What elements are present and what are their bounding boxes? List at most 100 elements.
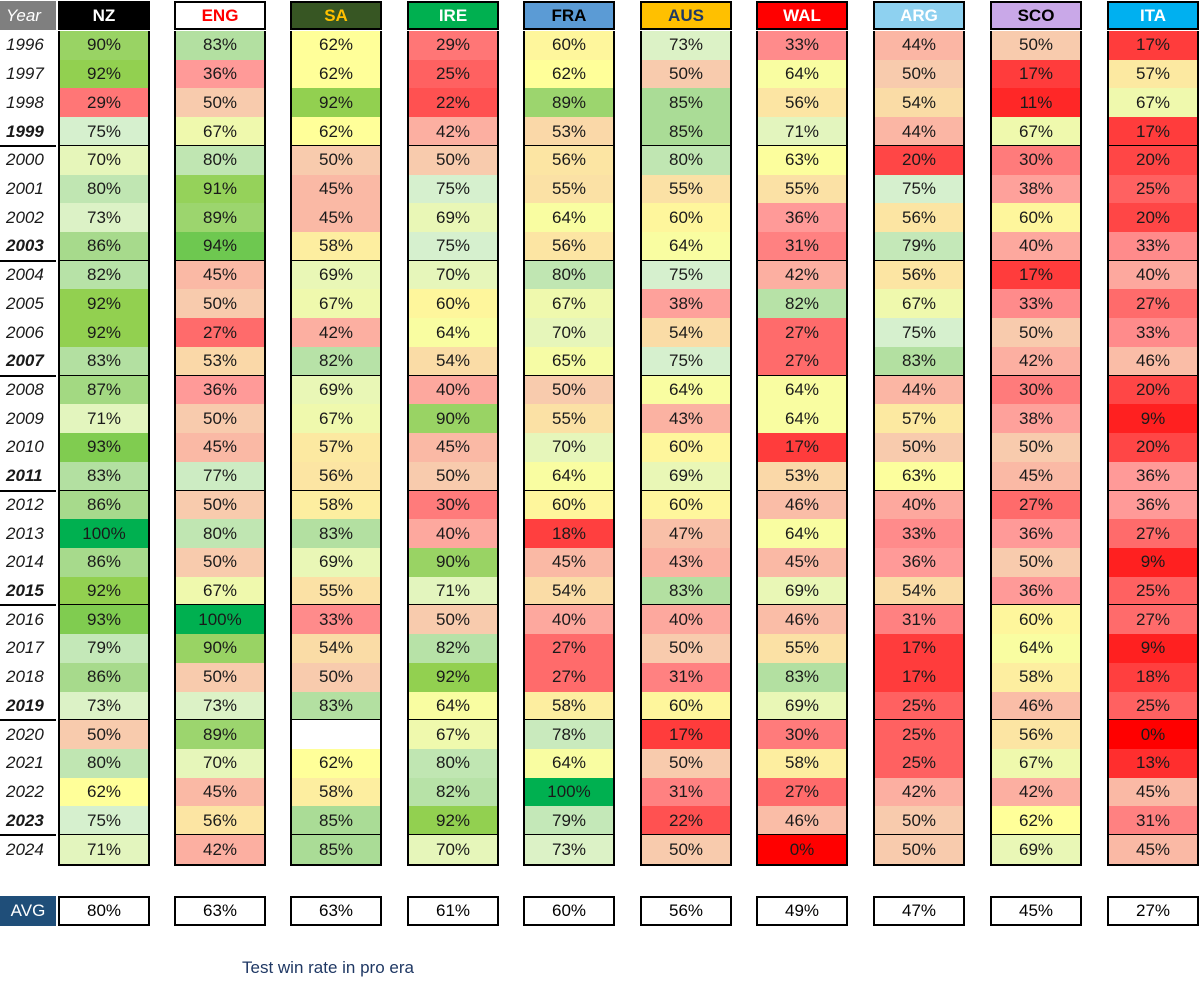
win-rate-cell: 79% [60, 634, 148, 663]
win-rate-cell: 9% [1109, 404, 1197, 434]
year-label: 2018 [6, 667, 44, 687]
avg-row-label: AVG [0, 896, 56, 926]
win-rate-cell: 46% [758, 806, 846, 836]
win-rate-cell: 25% [409, 59, 497, 89]
win-rate-cell: 55% [525, 404, 613, 434]
win-rate-cell: 17% [758, 433, 846, 462]
win-rate-cell: 80% [642, 145, 730, 175]
win-rate-cell: 50% [992, 547, 1080, 577]
win-rate-cell: 40% [409, 519, 497, 548]
year-label: 2021 [6, 753, 44, 773]
win-rate-cell: 57% [875, 404, 963, 434]
team-header-ita: ITA [1107, 1, 1199, 30]
year-label: 1997 [6, 64, 44, 84]
win-rate-cell: 45% [1109, 777, 1197, 807]
win-rate-cell: 33% [992, 289, 1080, 319]
win-rate-cell: 20% [875, 145, 963, 175]
win-rate-cell: 64% [758, 375, 846, 405]
win-rate-cell: 75% [409, 232, 497, 261]
win-rate-cell: 70% [409, 260, 497, 290]
win-rate-cell: 75% [875, 174, 963, 204]
win-rate-cell: 79% [525, 806, 613, 836]
win-rate-cell: 54% [875, 576, 963, 606]
win-rate-cell: 71% [60, 404, 148, 434]
win-rate-cell: 29% [409, 31, 497, 60]
win-rate-cell: 70% [525, 433, 613, 462]
win-rate-cell: 64% [525, 749, 613, 778]
win-rate-cell: 90% [409, 547, 497, 577]
win-rate-cell: 67% [1109, 88, 1197, 118]
era-divider [0, 374, 56, 377]
win-rate-cell: 30% [992, 145, 1080, 175]
win-rate-cell: 64% [409, 691, 497, 721]
win-rate-cell: 30% [758, 720, 846, 749]
win-rate-cell: 50% [409, 145, 497, 175]
win-rate-cell: 58% [992, 662, 1080, 692]
win-rate-cell: 58% [758, 749, 846, 778]
win-rate-cell: 45% [176, 433, 264, 462]
win-rate-cell: 80% [176, 145, 264, 175]
team-header-nz: NZ [58, 1, 150, 30]
win-rate-cell: 85% [642, 117, 730, 146]
year-label: 2022 [6, 782, 44, 802]
win-rate-cell: 11% [992, 88, 1080, 118]
year-label: 2012 [6, 494, 44, 514]
win-rate-cell: 58% [292, 490, 380, 520]
win-rate-cell: 71% [60, 835, 148, 864]
win-rate-cell: 100% [525, 777, 613, 807]
year-label: 2004 [6, 265, 44, 285]
win-rate-cell: 100% [60, 519, 148, 548]
avg-cell-sco: 45% [990, 896, 1082, 926]
win-rate-cell: 69% [292, 260, 380, 290]
win-rate-cell: 67% [292, 404, 380, 434]
win-rate-cell: 64% [642, 375, 730, 405]
win-rate-cell: 69% [292, 547, 380, 577]
win-rate-cell: 62% [60, 777, 148, 807]
win-rate-cell: 73% [176, 691, 264, 721]
win-rate-cell: 50% [176, 490, 264, 520]
year-label: 2024 [6, 839, 44, 859]
win-rate-cell: 55% [758, 634, 846, 663]
win-rate-cell: 40% [1109, 260, 1197, 290]
team-header-aus: AUS [640, 1, 732, 30]
win-rate-cell: 50% [642, 749, 730, 778]
year-label: 2016 [6, 609, 44, 629]
win-rate-cell: 50% [992, 31, 1080, 60]
win-rate-cell: 27% [758, 777, 846, 807]
win-rate-cell: 67% [525, 289, 613, 319]
avg-cell-eng: 63% [174, 896, 266, 926]
win-rate-cell: 27% [1109, 519, 1197, 548]
win-rate-cell: 92% [60, 318, 148, 347]
win-rate-cell: 92% [409, 662, 497, 692]
win-rate-cell: 42% [875, 777, 963, 807]
win-rate-cell: 45% [176, 777, 264, 807]
win-rate-cell: 27% [758, 318, 846, 347]
win-rate-cell: 54% [292, 634, 380, 663]
win-rate-cell: 83% [642, 576, 730, 606]
win-rate-cell: 62% [292, 749, 380, 778]
win-rate-cell: 20% [1109, 145, 1197, 175]
win-rate-cell: 94% [176, 232, 264, 261]
win-rate-cell: 92% [60, 289, 148, 319]
win-rate-cell: 45% [409, 433, 497, 462]
win-rate-cell: 53% [176, 346, 264, 376]
win-rate-cell: 20% [1109, 433, 1197, 462]
win-rate-cell: 67% [292, 289, 380, 319]
win-rate-cell: 90% [409, 404, 497, 434]
win-rate-cell: 54% [525, 576, 613, 606]
win-rate-cell: 27% [758, 346, 846, 376]
win-rate-cell: 73% [525, 835, 613, 864]
win-rate-cell: 67% [176, 117, 264, 146]
win-rate-cell: 60% [642, 490, 730, 520]
win-rate-cell: 69% [758, 576, 846, 606]
win-rate-cell: 58% [292, 232, 380, 261]
year-label: 1996 [6, 35, 44, 55]
era-divider [0, 144, 56, 147]
win-rate-cell: 55% [292, 576, 380, 606]
win-rate-cell: 27% [176, 318, 264, 347]
win-rate-cell: 69% [292, 375, 380, 405]
win-rate-cell: 50% [176, 404, 264, 434]
team-header-arg: ARG [873, 1, 965, 30]
win-rate-cell: 64% [642, 232, 730, 261]
win-rate-cell: 40% [525, 605, 613, 635]
